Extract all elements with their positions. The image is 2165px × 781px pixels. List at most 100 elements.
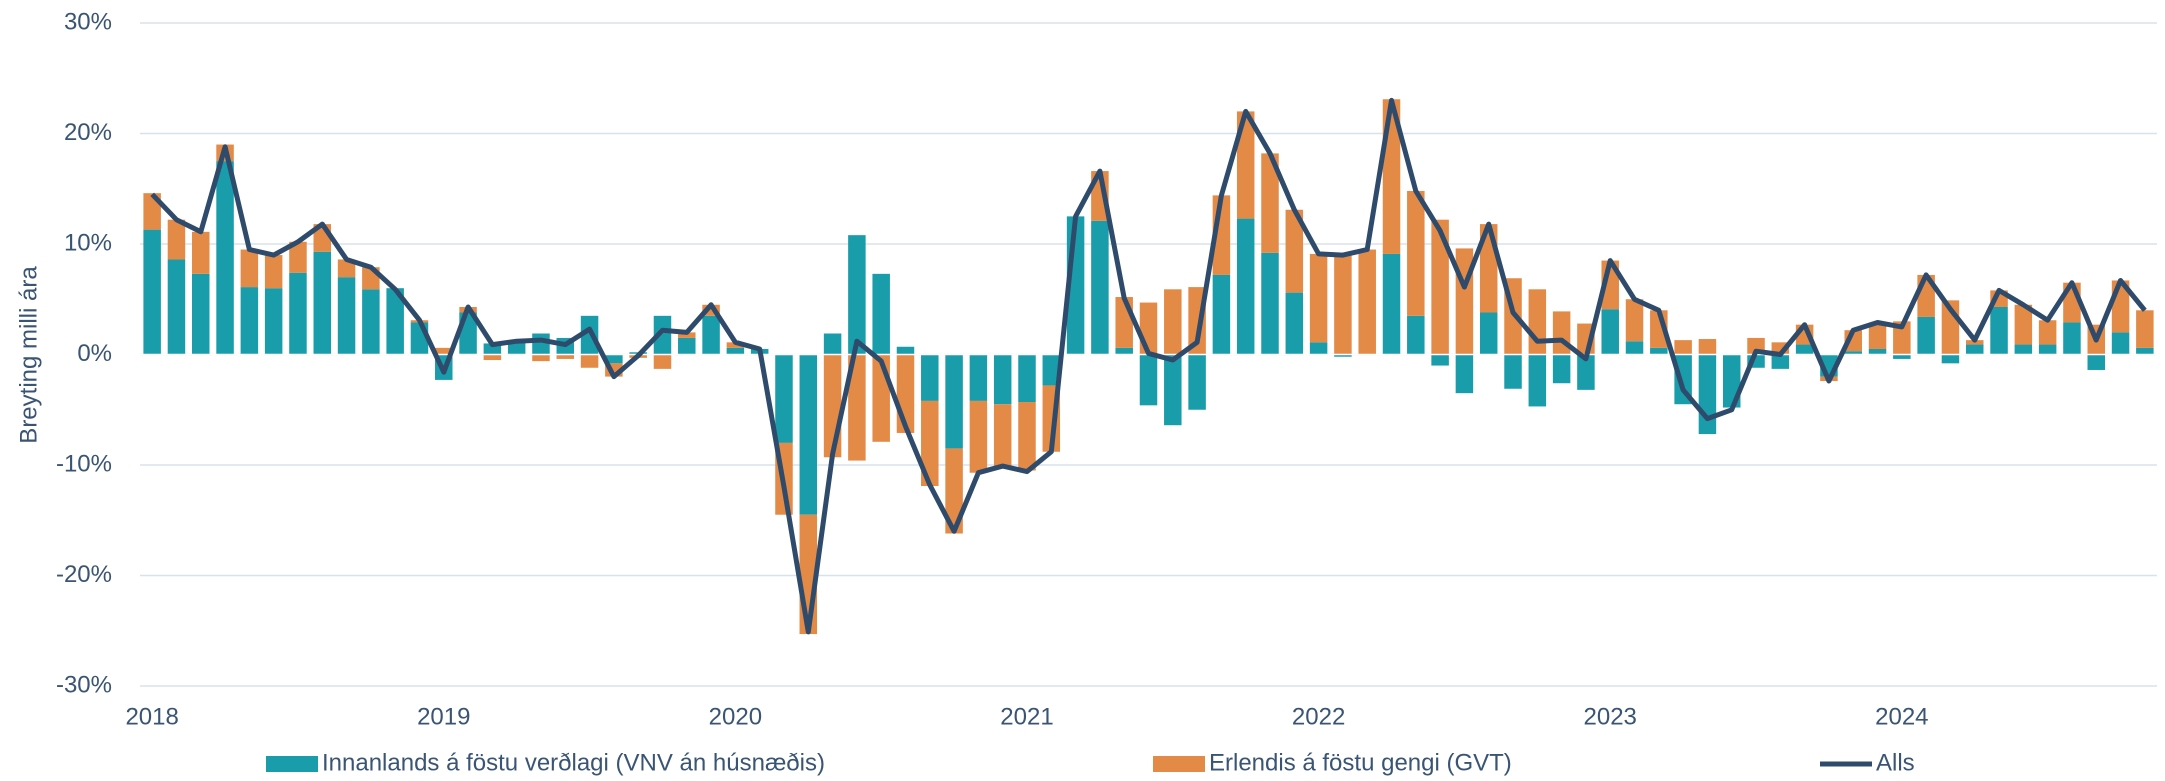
- bar: [1844, 351, 1862, 355]
- y-tick-label: -30%: [56, 671, 112, 698]
- bar: [483, 343, 502, 355]
- x-tick-label: 2020: [709, 703, 762, 730]
- bar: [605, 354, 623, 364]
- bar: [1212, 274, 1231, 355]
- bar: [678, 337, 696, 355]
- bar: [702, 304, 720, 316]
- y-tick-label: 0%: [77, 340, 112, 367]
- bar: [2014, 344, 2033, 355]
- bar: [2087, 354, 2105, 370]
- bar: [1528, 354, 1547, 407]
- bar: [1893, 321, 1911, 355]
- bar: [1868, 348, 1887, 355]
- bar: [1334, 354, 1352, 357]
- y-tick-label: -10%: [56, 450, 112, 477]
- bar: [289, 241, 307, 273]
- bar: [775, 354, 793, 443]
- bar: [2014, 304, 2033, 345]
- bar: [192, 273, 210, 355]
- bar: [921, 354, 939, 401]
- bar: [872, 273, 890, 355]
- bar: [289, 272, 307, 355]
- legend-label: Innanlands á föstu verðlagi (VNV án húsn…: [322, 749, 825, 776]
- bar: [483, 354, 502, 361]
- bar: [969, 354, 988, 401]
- bar: [143, 229, 161, 355]
- bar: [921, 400, 939, 486]
- bar: [1528, 289, 1547, 355]
- bar: [216, 161, 234, 355]
- bar: [435, 347, 453, 355]
- bar: [1018, 402, 1036, 471]
- bar: [167, 219, 186, 260]
- x-tick-label: 2022: [1292, 703, 1345, 730]
- bar: [969, 400, 988, 473]
- bar: [2136, 347, 2154, 355]
- x-tick-label: 2024: [1875, 703, 1928, 730]
- y-axis-title: Breyting milli ára: [15, 266, 42, 444]
- bar: [1334, 252, 1352, 355]
- bar: [1018, 354, 1036, 403]
- bar: [192, 231, 210, 274]
- bar: [362, 289, 380, 355]
- bar: [1893, 354, 1911, 359]
- bar: [823, 333, 842, 355]
- bar: [313, 251, 332, 355]
- bar: [653, 354, 672, 369]
- bar: [1115, 297, 1133, 348]
- bar: [1504, 354, 1522, 389]
- bar: [532, 354, 550, 362]
- bar: [1990, 306, 2008, 355]
- bar: [1698, 339, 1717, 355]
- bar: [823, 354, 842, 458]
- bar: [1309, 253, 1328, 343]
- bar: [386, 288, 404, 355]
- bar: [653, 315, 672, 355]
- legend-label: Erlendis á föstu gengi (GVT): [1209, 749, 1512, 776]
- bar: [1601, 309, 1619, 355]
- bar: [993, 404, 1012, 468]
- bar: [1625, 299, 1644, 342]
- bar: [264, 255, 283, 289]
- legend-swatch: [1153, 756, 1205, 772]
- bar: [945, 354, 963, 449]
- bar: [1285, 209, 1304, 293]
- y-tick-label: 10%: [64, 229, 112, 256]
- bar: [993, 354, 1012, 405]
- bar: [2063, 322, 2081, 355]
- legend-label: Alls: [1876, 749, 1915, 776]
- bar: [848, 235, 866, 355]
- bar: [1091, 220, 1109, 355]
- bar: [726, 342, 745, 348]
- bar: [1382, 253, 1401, 355]
- bar: [556, 354, 575, 359]
- bar: [1941, 354, 1960, 364]
- bar: [1139, 354, 1158, 406]
- line-series: [150, 97, 2147, 635]
- bar: [337, 259, 356, 278]
- x-tick-label: 2023: [1584, 703, 1637, 730]
- bar: [507, 341, 526, 355]
- bar: [1431, 219, 1449, 355]
- bar: [1868, 322, 1887, 349]
- bar: [1164, 354, 1182, 426]
- bar: [1236, 111, 1255, 219]
- bar: [1771, 354, 1790, 369]
- bar: [1698, 354, 1717, 435]
- bar: [848, 354, 866, 461]
- bar: [240, 249, 259, 288]
- bar: [1358, 249, 1376, 355]
- bar: [1115, 347, 1133, 355]
- bar: [1455, 354, 1474, 394]
- bar: [1917, 316, 1935, 355]
- legend-swatch: [266, 756, 318, 772]
- bar: [1188, 354, 1206, 410]
- y-tick-label: -20%: [56, 561, 112, 588]
- bar: [2136, 310, 2154, 348]
- bar: [1431, 354, 1449, 366]
- x-tick-label: 2019: [417, 703, 470, 730]
- bar: [580, 315, 599, 355]
- bar: [264, 288, 283, 355]
- bar: [2038, 344, 2057, 355]
